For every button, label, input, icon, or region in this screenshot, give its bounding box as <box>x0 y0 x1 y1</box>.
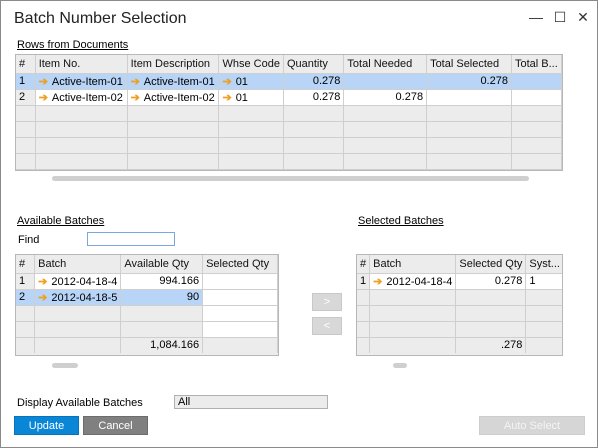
maximize-button[interactable]: ☐ <box>553 9 567 25</box>
item-no-cell[interactable]: ➔ Active-Item-01 <box>35 73 128 90</box>
available-qty-total: 1,084.166 <box>120 337 204 353</box>
whse-code-cell[interactable]: ➔ 01 <box>218 89 284 106</box>
grid-header-row: # Item No. Item Description Whse Code Qu… <box>16 55 562 74</box>
system-number-cell[interactable]: 1 <box>525 273 562 290</box>
batch-cell[interactable]: ➔ 2012-04-18-4 <box>369 273 457 290</box>
empty-row <box>16 305 278 322</box>
column-header[interactable]: Selected Qty <box>455 255 527 274</box>
totals-row: 1,084.166 <box>16 337 278 353</box>
available-batches-title: Available Batches <box>17 215 105 227</box>
total-b-cell[interactable] <box>511 89 562 106</box>
remove-batch-button[interactable]: < <box>312 317 342 335</box>
empty-row <box>16 105 562 122</box>
empty-row <box>16 137 562 154</box>
available-horizontal-scrollbar[interactable] <box>52 363 78 368</box>
link-arrow-icon[interactable]: ➔ <box>130 91 140 104</box>
column-header[interactable]: Whse Code <box>218 55 284 74</box>
find-input[interactable] <box>87 232 175 246</box>
total-selected-cell[interactable] <box>426 89 512 106</box>
link-arrow-icon[interactable]: ➔ <box>130 75 140 88</box>
auto-select-button[interactable]: Auto Select <box>479 416 585 435</box>
quantity-cell[interactable]: 0.278 <box>283 89 345 106</box>
row-number[interactable]: 1 <box>357 273 371 290</box>
empty-row <box>16 153 562 170</box>
item-description-cell[interactable]: ➔ Active-Item-01 <box>127 73 220 90</box>
row-number[interactable]: 1 <box>16 273 36 290</box>
link-arrow-icon[interactable]: ➔ <box>38 91 48 104</box>
cancel-button[interactable]: Cancel <box>83 416 148 435</box>
table-row[interactable]: 1 ➔ Active-Item-01 ➔ Active-Item-01 ➔ 01 0.… <box>16 73 562 90</box>
table-row[interactable]: 1 ➔ 2012-04-18-4 0.278 1 <box>357 273 562 290</box>
selected-qty-total: .278 <box>455 337 527 353</box>
available-qty-cell[interactable]: 90 <box>120 289 204 306</box>
link-arrow-icon[interactable]: ➔ <box>222 91 232 104</box>
batch-cell[interactable]: ➔ 2012-04-18-5 <box>34 289 122 306</box>
column-header[interactable]: Batch <box>34 255 122 274</box>
row-number[interactable]: 1 <box>16 73 36 90</box>
whse-code-cell[interactable]: ➔ 01 <box>218 73 284 90</box>
row-number[interactable]: 2 <box>16 289 36 306</box>
column-header[interactable]: Available Qty <box>120 255 204 274</box>
column-header[interactable]: Selected Qty <box>202 255 278 274</box>
column-header[interactable]: Item Description <box>127 55 220 74</box>
column-header[interactable]: Total B... <box>511 55 562 74</box>
selected-horizontal-scrollbar[interactable] <box>393 363 407 368</box>
rows-from-documents-grid: # Item No. Item Description Whse Code Qu… <box>15 54 563 171</box>
column-header[interactable]: # <box>357 255 371 274</box>
rows-from-documents-title: Rows from Documents <box>17 39 129 51</box>
selected-qty-cell[interactable]: 0.278 <box>455 273 527 290</box>
row-number[interactable]: 2 <box>16 89 36 106</box>
link-arrow-icon[interactable]: ➔ <box>373 275 383 288</box>
grid-header-row: # Batch Available Qty Selected Qty <box>16 255 278 274</box>
empty-row <box>357 321 562 338</box>
table-row[interactable]: 2 ➔ 2012-04-18-5 90 <box>16 289 278 306</box>
total-needed-cell[interactable] <box>343 73 428 90</box>
total-b-cell[interactable] <box>511 73 562 90</box>
link-arrow-icon[interactable]: ➔ <box>38 75 48 88</box>
table-row[interactable]: 2 ➔ Active-Item-02 ➔ Active-Item-02 ➔ 01 0.… <box>16 89 562 106</box>
link-arrow-icon[interactable]: ➔ <box>222 75 232 88</box>
selected-batches-grid: # Batch Selected Qty Syst... 1 ➔ 2012-04-… <box>356 254 563 356</box>
selected-qty-cell[interactable] <box>202 289 278 306</box>
item-description-cell[interactable]: ➔ Active-Item-02 <box>127 89 220 106</box>
available-batches-grid: # Batch Available Qty Selected Qty 1 ➔ 20… <box>15 254 279 356</box>
quantity-cell[interactable]: 0.278 <box>283 73 345 90</box>
minimize-button[interactable]: — <box>529 9 543 25</box>
grid-header-row: # Batch Selected Qty Syst... <box>357 255 562 274</box>
display-available-batches-select[interactable]: All <box>174 395 328 409</box>
column-header[interactable]: Item No. <box>35 55 128 74</box>
column-header[interactable]: Batch <box>369 255 457 274</box>
column-header[interactable]: Total Needed <box>343 55 428 74</box>
empty-row <box>357 289 562 306</box>
column-header[interactable]: # <box>16 255 36 274</box>
window-title: Batch Number Selection <box>14 10 187 27</box>
empty-row <box>16 321 278 338</box>
item-no-cell[interactable]: ➔ Active-Item-02 <box>35 89 128 106</box>
update-button[interactable]: Update <box>14 416 79 435</box>
selected-qty-cell[interactable] <box>202 273 278 290</box>
totals-row: .278 <box>357 337 562 353</box>
table-row[interactable]: 1 ➔ 2012-04-18-4 994.166 <box>16 273 278 290</box>
column-header[interactable]: Syst... <box>525 255 562 274</box>
column-header[interactable]: # <box>16 55 36 74</box>
column-header[interactable]: Quantity <box>283 55 345 74</box>
empty-row <box>357 305 562 322</box>
column-header[interactable]: Total Selected <box>426 55 512 74</box>
available-qty-cell[interactable]: 994.166 <box>120 273 204 290</box>
total-needed-cell[interactable]: 0.278 <box>343 89 428 106</box>
batch-cell[interactable]: ➔ 2012-04-18-4 <box>34 273 122 290</box>
title-bar: Batch Number Selection — ☐ ✕ <box>1 1 597 35</box>
link-arrow-icon[interactable]: ➔ <box>38 291 48 304</box>
display-available-batches-label: Display Available Batches <box>17 397 143 409</box>
add-batch-button[interactable]: > <box>312 293 342 311</box>
total-selected-cell[interactable]: 0.278 <box>426 73 512 90</box>
find-label: Find <box>18 234 40 246</box>
selected-batches-title: Selected Batches <box>358 215 444 227</box>
link-arrow-icon[interactable]: ➔ <box>38 275 48 288</box>
close-button[interactable]: ✕ <box>577 9 589 25</box>
rows-horizontal-scrollbar[interactable] <box>52 176 529 181</box>
empty-row <box>16 121 562 138</box>
